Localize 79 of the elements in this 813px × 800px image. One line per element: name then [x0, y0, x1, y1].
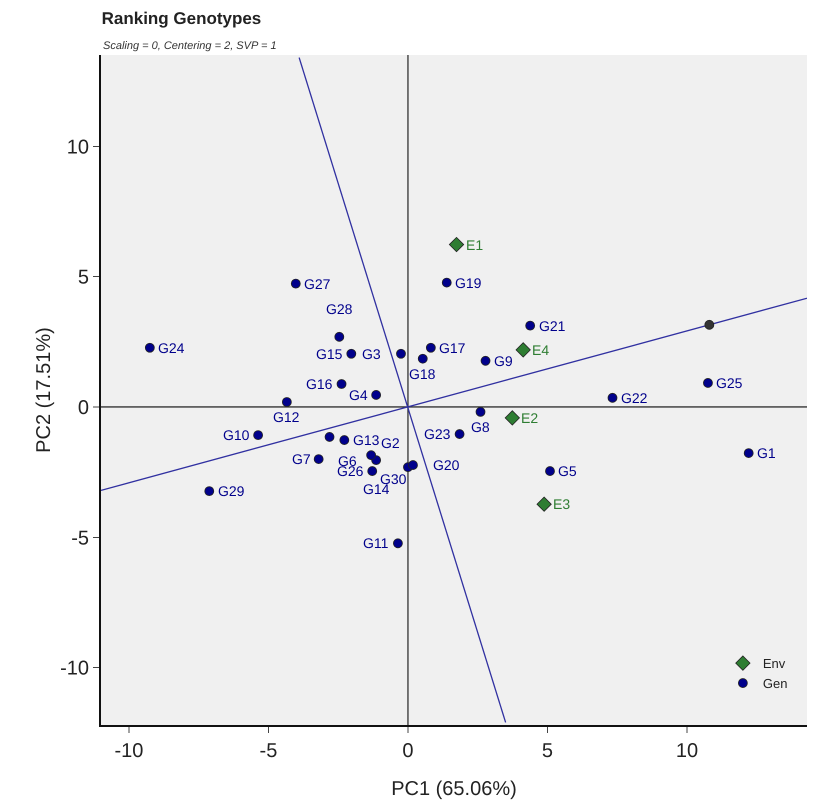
annotation: G17	[439, 340, 466, 356]
point	[204, 486, 214, 496]
y-tick-label: 5	[78, 266, 89, 289]
y-tick-label: 0	[78, 396, 89, 419]
annotation: E2	[521, 410, 538, 426]
chart-subtitle: Scaling = 0, Centering = 2, SVP = 1	[103, 40, 277, 52]
point	[744, 448, 754, 458]
annotation: G4	[349, 387, 368, 403]
x-tick-label: 5	[542, 740, 554, 762]
point	[454, 429, 464, 439]
point	[144, 342, 155, 353]
point	[536, 496, 552, 512]
x-tick-label: -10	[114, 740, 144, 762]
legend-label: Gen	[762, 676, 788, 692]
point	[476, 407, 486, 417]
point	[324, 432, 334, 442]
y-tick-label: -5	[71, 527, 89, 550]
point	[408, 460, 418, 470]
annotation: G9	[494, 353, 513, 369]
annotation: G20	[433, 457, 460, 473]
annotation: G11	[363, 535, 389, 551]
annotation: G18	[409, 366, 436, 382]
annotation: G12	[273, 409, 300, 425]
x-tick-label: -5	[260, 740, 278, 762]
annotation: G24	[158, 340, 185, 356]
annotation: G22	[621, 390, 648, 406]
y-tick-label: -10	[60, 658, 89, 680]
point	[366, 450, 376, 460]
annotation: G21	[539, 318, 566, 334]
point	[525, 320, 536, 331]
annotation: G27	[304, 276, 331, 292]
annotation: G28	[326, 301, 353, 317]
point	[290, 278, 301, 289]
annotation: G5	[558, 463, 577, 479]
point	[393, 538, 403, 548]
y-tick-label: 10	[66, 136, 89, 158]
annotation: E4	[532, 342, 550, 358]
chart-title: Ranking Genotypes	[102, 8, 262, 28]
annotation: G19	[455, 275, 482, 291]
point	[703, 378, 713, 388]
point	[516, 342, 531, 358]
point	[608, 392, 618, 403]
point	[339, 435, 350, 445]
point	[371, 390, 382, 400]
point	[704, 320, 714, 330]
point	[426, 342, 436, 353]
point	[334, 332, 344, 342]
point	[504, 410, 520, 426]
annotation: G25	[716, 375, 743, 391]
annotation: G7	[292, 451, 311, 467]
point	[448, 236, 464, 252]
point	[396, 348, 406, 359]
annotation: G23	[424, 426, 451, 442]
point	[480, 356, 490, 366]
point	[282, 397, 292, 407]
annotation: G10	[223, 427, 250, 443]
point	[367, 466, 378, 476]
annotation: G2	[381, 435, 400, 451]
annotation: G1	[757, 445, 776, 461]
x-axis-title: PC1 (65.06%)	[391, 778, 517, 800]
point	[442, 278, 452, 288]
annotation: G16	[306, 376, 333, 392]
x-tick-label: 0	[402, 740, 414, 762]
point	[253, 430, 264, 440]
annotation: G3	[362, 346, 381, 362]
point	[346, 348, 356, 359]
annotation: G15	[316, 346, 343, 362]
point	[418, 354, 428, 364]
annotation: G29	[218, 483, 245, 499]
point	[336, 379, 346, 389]
legend-label: Env	[762, 656, 786, 672]
annotation: E3	[553, 496, 570, 512]
point	[314, 454, 324, 464]
annotation: G8	[471, 419, 490, 435]
y-axis-title: PC2 (17.51%)	[33, 327, 55, 453]
annotation: E1	[466, 237, 484, 253]
annotation: G13	[353, 432, 380, 448]
x-tick-label: 10	[676, 740, 698, 762]
point	[545, 466, 555, 476]
